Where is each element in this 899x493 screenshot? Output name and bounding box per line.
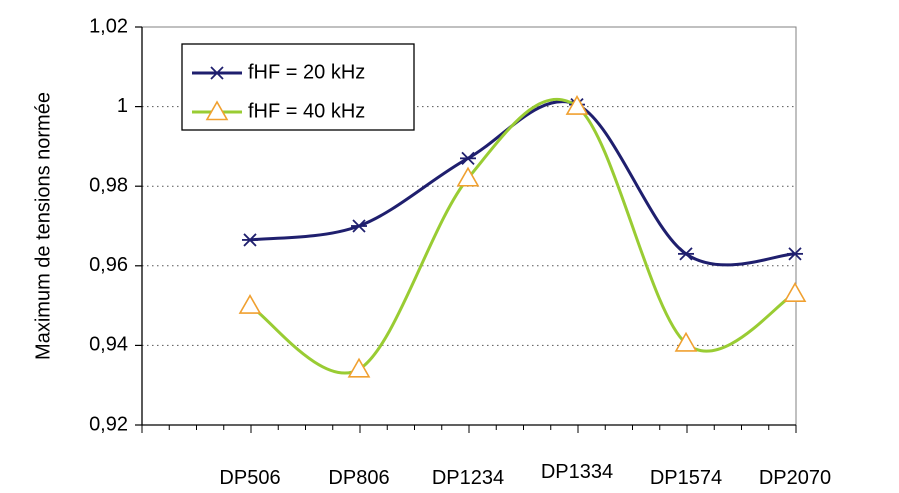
legend: fHF = 20 kHz fHF = 40 kHz	[181, 43, 415, 131]
data-point	[678, 247, 694, 261]
x-tick-label: DP1574	[650, 467, 722, 489]
y-tick-label: 1,02	[89, 15, 128, 37]
y-tick-label: 1	[117, 95, 128, 117]
data-point	[787, 247, 803, 261]
data-point	[783, 282, 807, 302]
series-line-2	[249, 97, 796, 375]
marker-stroke	[679, 247, 693, 261]
grid-lines	[142, 106, 796, 346]
y-tick-label: 0,98	[89, 174, 128, 196]
y-tick-label: 0,96	[89, 254, 128, 276]
data-point	[242, 233, 258, 247]
data-point	[347, 357, 371, 378]
legend-marker	[205, 100, 229, 121]
x-tick-label: DP1334	[541, 461, 613, 483]
x-tick-labels: DP506 DP806 DP1234 DP1334 DP1574 DP2070	[219, 461, 831, 489]
marker-stroke	[352, 219, 366, 233]
x-tick-label: DP506	[219, 467, 280, 489]
x-tick-label: DP2070	[759, 467, 831, 489]
axes	[135, 26, 797, 433]
marker-stroke	[210, 66, 224, 80]
x-tick-label: DP1234	[432, 467, 504, 489]
marker-stroke	[243, 233, 257, 247]
legend-items: fHF = 20 kHz fHF = 40 kHz	[192, 61, 365, 122]
marker-stroke	[788, 247, 802, 261]
x-tick-label: DP806	[328, 467, 389, 489]
y-axis-title: Maximum de tensions normée	[32, 92, 54, 360]
legend-label: fHF = 40 kHz	[248, 100, 365, 122]
y-tick-label: 0,94	[89, 334, 128, 356]
data-point	[460, 151, 476, 165]
data-point	[238, 293, 262, 314]
y-tick-label: 0,92	[89, 413, 128, 435]
legend-label: fHF = 20 kHz	[248, 61, 365, 83]
data-point	[565, 94, 589, 115]
data-point	[674, 331, 698, 352]
y-tick-labels: 0,92 0,94 0,96 0,98 1 1,02	[89, 15, 128, 435]
marker-stroke	[461, 151, 475, 165]
data-point	[456, 166, 480, 187]
legend-marker	[209, 66, 225, 80]
data-point	[351, 219, 367, 233]
series-layer	[238, 94, 807, 378]
